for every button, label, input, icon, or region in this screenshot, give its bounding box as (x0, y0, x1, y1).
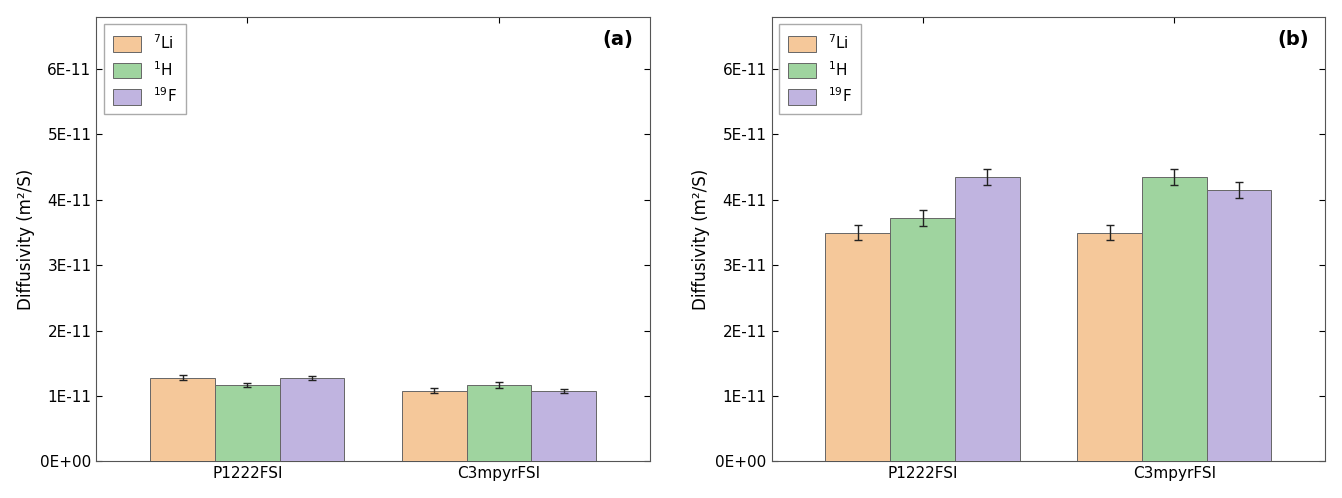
Y-axis label: Diffusivity (m²/S): Diffusivity (m²/S) (16, 168, 35, 310)
Bar (403, 391, 467, 462)
Bar (825, 233, 890, 462)
Bar (279, 378, 345, 462)
Bar (1206, 190, 1271, 462)
Bar (215, 385, 279, 462)
Bar (1078, 233, 1142, 462)
Legend: $^{7}$Li, $^{1}$H, $^{19}$F: $^{7}$Li, $^{1}$H, $^{19}$F (103, 24, 187, 114)
Text: (b): (b) (1278, 30, 1308, 49)
Bar (150, 378, 215, 462)
Bar (467, 385, 531, 462)
Bar (956, 177, 1020, 462)
Y-axis label: Diffusivity (m²/S): Diffusivity (m²/S) (692, 168, 710, 310)
Bar (1142, 177, 1206, 462)
Legend: $^{7}$Li, $^{1}$H, $^{19}$F: $^{7}$Li, $^{1}$H, $^{19}$F (780, 24, 862, 114)
Bar (890, 218, 956, 462)
Text: (a): (a) (603, 30, 633, 49)
Bar (531, 391, 596, 462)
